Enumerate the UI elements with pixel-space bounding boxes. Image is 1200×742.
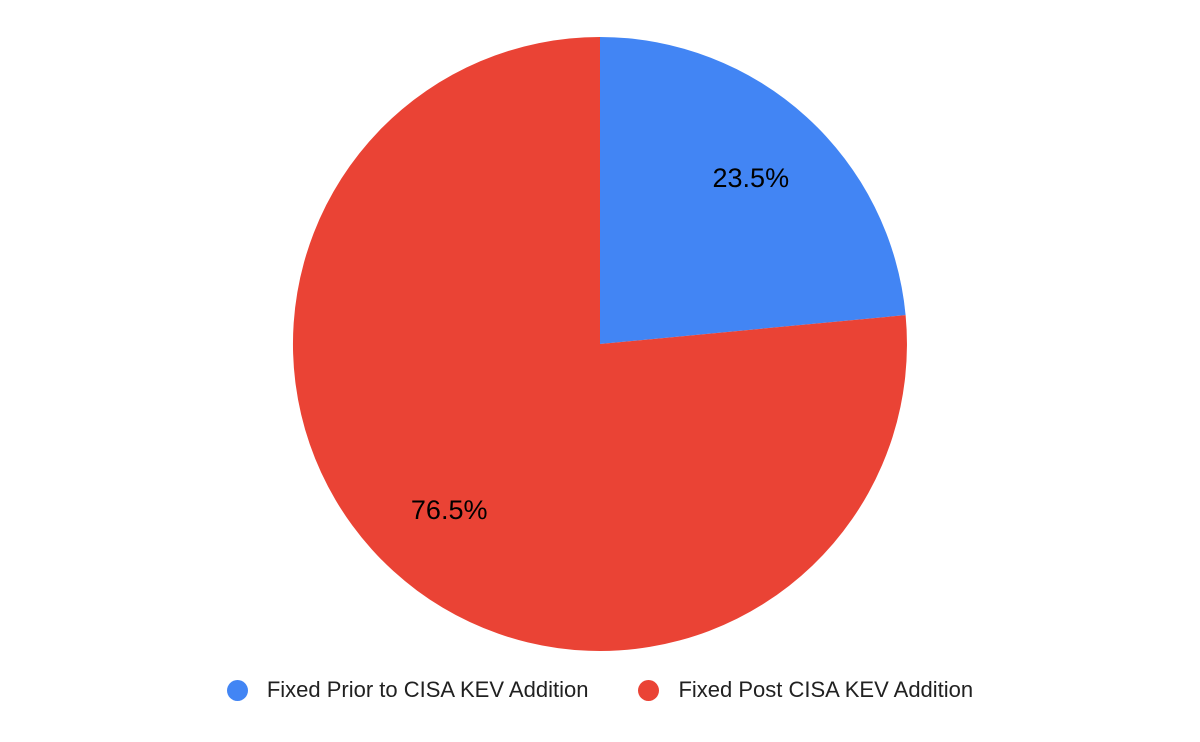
legend-dot-icon bbox=[226, 679, 248, 701]
legend-item-fixed-prior: Fixed Prior to CISA KEV Addition bbox=[226, 677, 589, 702]
legend-dot-icon bbox=[638, 679, 660, 701]
pie-slice-percentage-label: 23.5% bbox=[713, 163, 790, 193]
legend-item-label: Fixed Post CISA KEV Addition bbox=[678, 677, 974, 702]
legend-item-fixed-post: Fixed Post CISA KEV Addition bbox=[638, 679, 973, 701]
pie-slice-fixed-prior-to-cisa-kev-addition bbox=[600, 37, 906, 344]
pie-slice-percentage-label: 76.5% bbox=[411, 495, 488, 525]
pie-slice-fixed-post-cisa-kev-addition bbox=[292, 37, 907, 652]
chart-legend: Fixed Prior to CISA KEV Addition Fixed P… bbox=[0, 674, 1200, 706]
legend-item-label: Fixed Prior to CISA KEV Addition bbox=[266, 677, 589, 702]
